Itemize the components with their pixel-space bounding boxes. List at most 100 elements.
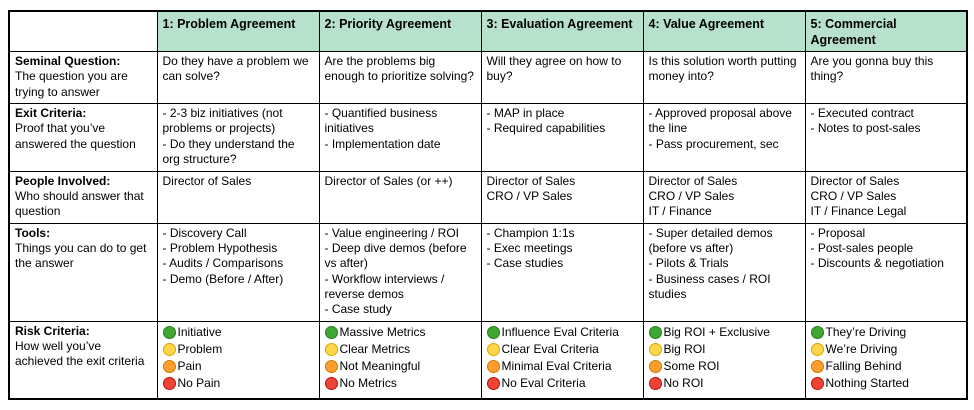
yellow-status-dot-icon bbox=[324, 342, 338, 356]
cell-text-line: - Required capabilities bbox=[486, 121, 606, 136]
risk-item-label: We’re Driving bbox=[825, 341, 898, 356]
risk-criteria-item: Influence Eval Criteria bbox=[486, 324, 638, 341]
risk-criteria-item: Nothing Started bbox=[810, 375, 962, 392]
cell-text-line: - Case studies bbox=[486, 256, 564, 271]
table-cell: Director of Sales CRO / VP Sales bbox=[480, 170, 644, 224]
cell-text-line: - Business cases / ROI studies bbox=[648, 271, 771, 302]
row-header-cell: Exit Criteria: Proof that you’ve answered… bbox=[8, 103, 158, 172]
risk-criteria-item: Falling Behind bbox=[810, 358, 962, 375]
cell-text-line: Are the problems big enough to prioritiz… bbox=[324, 54, 474, 84]
cell-text-line: CRO / VP Sales bbox=[486, 188, 573, 203]
cell-text-line: - Post-sales people bbox=[810, 240, 914, 255]
column-header-cell: 5: Commercial Agreement bbox=[804, 10, 968, 52]
cell-text-line: - Champion 1:1s bbox=[486, 225, 575, 240]
risk-item-label: Clear Eval Criteria bbox=[501, 341, 599, 356]
table-row: Tools: Things you can do to get the answe… bbox=[8, 222, 968, 322]
row-description: Things you can do to get the answer bbox=[15, 240, 147, 271]
risk-criteria-item: No Eval Criteria bbox=[486, 375, 638, 392]
risk-item-label: Falling Behind bbox=[825, 358, 902, 373]
risk-criteria-item: No Pain bbox=[162, 375, 314, 392]
risk-criteria-item: We’re Driving bbox=[810, 341, 962, 358]
red-status-dot-icon bbox=[162, 376, 176, 390]
red-status-dot-icon bbox=[648, 376, 662, 390]
green-status-dot-icon bbox=[648, 325, 662, 339]
risk-item-label: Some ROI bbox=[663, 358, 720, 373]
cell-text-line: - Discovery Call bbox=[162, 225, 247, 240]
cell-text-line: - Pilots & Trials bbox=[648, 256, 729, 271]
risk-criteria-item: No ROI bbox=[648, 375, 800, 392]
table-cell: Massive Metrics Clear Metrics Not Meaningf… bbox=[318, 320, 482, 400]
risk-item-label: No Pain bbox=[177, 375, 221, 390]
table-cell: Influence Eval Criteria Clear Eval Criter… bbox=[480, 320, 644, 400]
table-cell: Initiative Problem Pain No Pain bbox=[156, 320, 320, 400]
table-cell: - Executed contract - Notes to post-sales bbox=[804, 103, 968, 172]
cell-text-line: - Case study bbox=[324, 302, 392, 317]
risk-item-label: Massive Metrics bbox=[339, 324, 426, 339]
risk-criteria-item: Big ROI bbox=[648, 341, 800, 358]
cell-text-line: - Deep dive demos (before vs after) bbox=[324, 240, 467, 271]
row-header-cell: Tools: Things you can do to get the answe… bbox=[8, 222, 158, 322]
yellow-status-dot-icon bbox=[648, 342, 662, 356]
table-cell: Do they have a problem we can solve? bbox=[156, 50, 320, 105]
table-row: Risk Criteria: How well you’ve achieved t… bbox=[8, 320, 968, 400]
risk-item-label: No ROI bbox=[663, 375, 704, 390]
table-cell: Director of Sales CRO / VP Sales IT / Fina… bbox=[642, 170, 806, 224]
table-header: 1: Problem Agreement 2: Priority Agreemen… bbox=[8, 10, 968, 52]
row-label: Exit Criteria: bbox=[15, 106, 87, 121]
cell-text-line: Director of Sales bbox=[810, 173, 900, 188]
column-header-cell: 2: Priority Agreement bbox=[318, 10, 482, 52]
corner-header-cell bbox=[8, 10, 158, 52]
risk-item-label: Clear Metrics bbox=[339, 341, 411, 356]
risk-criteria-item: Massive Metrics bbox=[324, 324, 476, 341]
orange-status-dot-icon bbox=[324, 359, 338, 373]
green-status-dot-icon bbox=[162, 325, 176, 339]
cell-text-line: - Discounts & negotiation bbox=[810, 256, 944, 271]
table-cell: Director of Sales CRO / VP Sales IT / Fina… bbox=[804, 170, 968, 224]
cell-text-line: - 2-3 biz initiatives (not problems or p… bbox=[162, 106, 283, 136]
cell-text-line: - Exec meetings bbox=[486, 240, 573, 255]
green-status-dot-icon bbox=[486, 325, 500, 339]
table-cell: - Champion 1:1s - Exec meetings - Case stu… bbox=[480, 222, 644, 322]
yellow-status-dot-icon bbox=[162, 342, 176, 356]
table-cell: Are you gonna buy this thing? bbox=[804, 50, 968, 105]
row-label: People Involved: bbox=[15, 173, 111, 188]
table-cell: - Value engineering / ROI - Deep dive dem… bbox=[318, 222, 482, 322]
table-cell: - Approved proposal above the line - Pass… bbox=[642, 103, 806, 172]
cell-text-line: IT / Finance Legal bbox=[810, 204, 907, 219]
green-status-dot-icon bbox=[810, 325, 824, 339]
cell-text-line: CRO / VP Sales bbox=[648, 188, 735, 203]
risk-criteria-item: Some ROI bbox=[648, 358, 800, 375]
cell-text-line: - Super detailed demos (before vs after) bbox=[648, 225, 773, 255]
cell-text-line: Director of Sales bbox=[486, 173, 576, 188]
risk-item-label: Big ROI bbox=[663, 341, 706, 356]
cell-text-line: Director of Sales bbox=[162, 173, 252, 188]
cell-text-line: - Approved proposal above the line bbox=[648, 106, 792, 136]
cell-text-line: Are you gonna buy this thing? bbox=[810, 54, 934, 84]
row-header-cell: Risk Criteria: How well you’ve achieved t… bbox=[8, 320, 158, 400]
risk-criteria-item: They’re Driving bbox=[810, 324, 962, 341]
cell-text-line: - Proposal bbox=[810, 225, 866, 240]
row-label: Risk Criteria: bbox=[15, 323, 90, 338]
risk-item-label: No Metrics bbox=[339, 375, 397, 390]
cell-text-line: Do they have a problem we can solve? bbox=[162, 54, 309, 84]
cell-text-line: Director of Sales bbox=[648, 173, 738, 188]
risk-criteria-item: Problem bbox=[162, 341, 314, 358]
table-cell: - Discovery Call - Problem Hypothesis - Au… bbox=[156, 222, 320, 322]
red-status-dot-icon bbox=[486, 376, 500, 390]
table-cell: Big ROI + Exclusive Big ROI Some ROI No ROI bbox=[642, 320, 806, 400]
table-cell: Director of Sales (or ++) bbox=[318, 170, 482, 224]
risk-item-label: No Eval Criteria bbox=[501, 375, 586, 390]
red-status-dot-icon bbox=[324, 376, 338, 390]
row-label: Tools: bbox=[15, 225, 51, 240]
column-header-cell: 3: Evaluation Agreement bbox=[480, 10, 644, 52]
row-header-cell: Seminal Question: The question you are tr… bbox=[8, 50, 158, 105]
risk-item-label: Big ROI + Exclusive bbox=[663, 324, 770, 339]
cell-text-line: - MAP in place bbox=[486, 106, 565, 121]
column-header-cell: 1: Problem Agreement bbox=[156, 10, 320, 52]
red-status-dot-icon bbox=[810, 376, 824, 390]
cell-text-line: Director of Sales (or ++) bbox=[324, 173, 453, 188]
yellow-status-dot-icon bbox=[486, 342, 500, 356]
cell-text-line: - Problem Hypothesis bbox=[162, 240, 278, 255]
table-cell: - Proposal - Post-sales people - Discounts… bbox=[804, 222, 968, 322]
